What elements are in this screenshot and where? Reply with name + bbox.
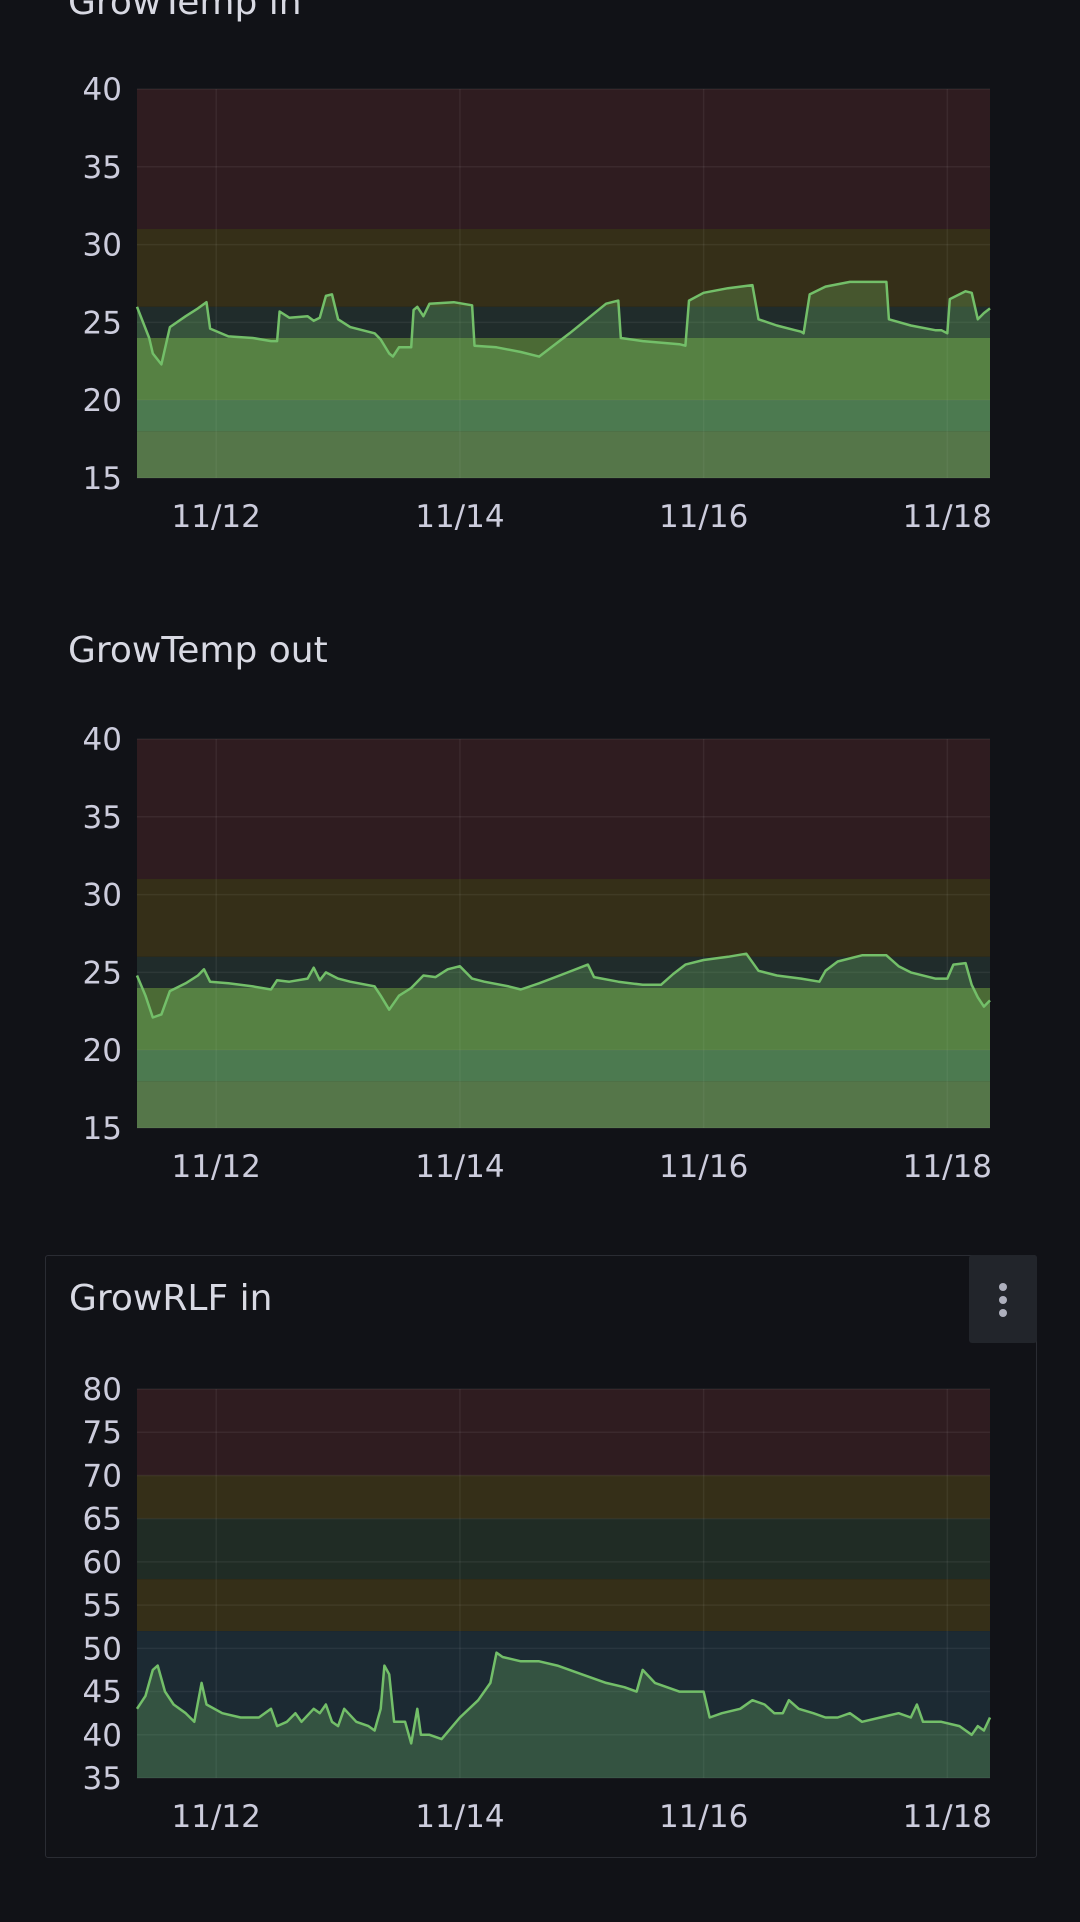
y-tick-label: 35: [83, 150, 122, 186]
y-tick-label: 35: [83, 800, 122, 836]
threshold-band: [137, 400, 990, 432]
chart-growtemp-in: 15 20 25 30 35 40 11/12 11/14 11/16 11/18: [0, 60, 1080, 540]
x-tick-label: 11/12: [172, 499, 261, 535]
threshold-band: [137, 337, 990, 401]
x-tick-label: 11/18: [903, 1149, 992, 1185]
threshold-band: [137, 1579, 990, 1632]
series-line: [135, 1651, 992, 1745]
series-line: [135, 280, 991, 366]
series-area: [137, 953, 990, 1128]
threshold-band: [137, 89, 990, 230]
y-tick-label: 20: [83, 383, 122, 419]
panel-title: GrowTemp out: [68, 630, 328, 671]
threshold-band: [137, 1475, 990, 1519]
x-tick-label: 11/14: [415, 1149, 504, 1185]
y-tick-label: 55: [83, 1588, 122, 1624]
threshold-band: [137, 987, 990, 1051]
threshold-band: [137, 1081, 990, 1128]
chart-growtemp-out-svg: 15 20 25 30 35 40 11/12 11/14 11/16 11/18: [83, 722, 992, 1185]
x-tick-label: 11/18: [903, 499, 992, 535]
y-tick-label: 35: [83, 1761, 122, 1797]
x-tick-label: 11/18: [903, 1799, 992, 1835]
y-tick-label: 30: [83, 228, 122, 264]
threshold-band: [137, 1050, 990, 1082]
y-tick-label: 75: [83, 1415, 122, 1451]
x-tick-label: 11/12: [172, 1149, 261, 1185]
y-tick-label: 65: [83, 1502, 122, 1538]
x-tick-label: 11/14: [415, 1799, 504, 1835]
y-tick-label: 15: [83, 461, 122, 497]
threshold-band: [137, 229, 990, 307]
threshold-band: [137, 739, 990, 880]
chart-growtemp-out: 15 20 25 30 35 40 11/12 11/14 11/16 11/18: [0, 710, 1080, 1190]
y-tick-label: 25: [83, 305, 122, 341]
y-tick-label: 40: [83, 72, 122, 108]
threshold-band: [137, 956, 990, 988]
threshold-band: [137, 1389, 990, 1476]
x-tick-label: 11/16: [659, 1149, 748, 1185]
x-tick-label: 11/12: [172, 1799, 261, 1835]
series-area: [137, 1652, 990, 1778]
y-tick-label: 25: [83, 955, 122, 991]
y-tick-label: 40: [83, 722, 122, 758]
chart-growtemp-in-svg: 15 20 25 30 35 40 11/12 11/14 11/16 11/18: [83, 72, 992, 535]
x-tick-label: 11/14: [415, 499, 504, 535]
series-line: [135, 952, 991, 1019]
menu-dot-icon: [999, 1296, 1007, 1304]
threshold-band: [137, 1631, 990, 1778]
y-tick-label: 15: [83, 1111, 122, 1147]
panel-title: GrowRLF in: [69, 1278, 273, 1319]
series-area: [137, 281, 990, 478]
y-tick-label: 30: [83, 878, 122, 914]
chart-growrlf-in-svg: 35 40 45 50 55 60 65 70 75 80 11/12 11/14 11/16 11/18: [83, 1372, 992, 1835]
x-tick-label: 11/16: [659, 499, 748, 535]
y-tick-label: 60: [83, 1545, 122, 1581]
panel-growtemp-in: GrowTemp in: [45, 0, 1037, 530]
y-tick-label: 80: [83, 1372, 122, 1408]
threshold-band: [137, 1518, 990, 1580]
y-tick-label: 45: [83, 1675, 122, 1711]
menu-dot-icon: [999, 1283, 1007, 1291]
y-tick-label: 20: [83, 1033, 122, 1069]
threshold-band: [137, 879, 990, 957]
chart-growrlf-in: 35 40 45 50 55 60 65 70 75 80 11/12 11/14 11/16 11/18: [0, 1360, 1080, 1840]
x-tick-label: 11/16: [659, 1799, 748, 1835]
panel-growrlf-in: GrowRLF in: [45, 1255, 1037, 1858]
menu-dot-icon: [999, 1309, 1007, 1317]
panel-menu-button[interactable]: [969, 1255, 1037, 1343]
y-tick-label: 40: [83, 1718, 122, 1754]
y-tick-label: 50: [83, 1631, 122, 1667]
y-tick-label: 70: [83, 1458, 122, 1494]
threshold-band: [137, 431, 990, 478]
panel-growtemp-out: GrowTemp out: [45, 620, 1037, 1180]
panel-title: GrowTemp in: [68, 0, 302, 23]
